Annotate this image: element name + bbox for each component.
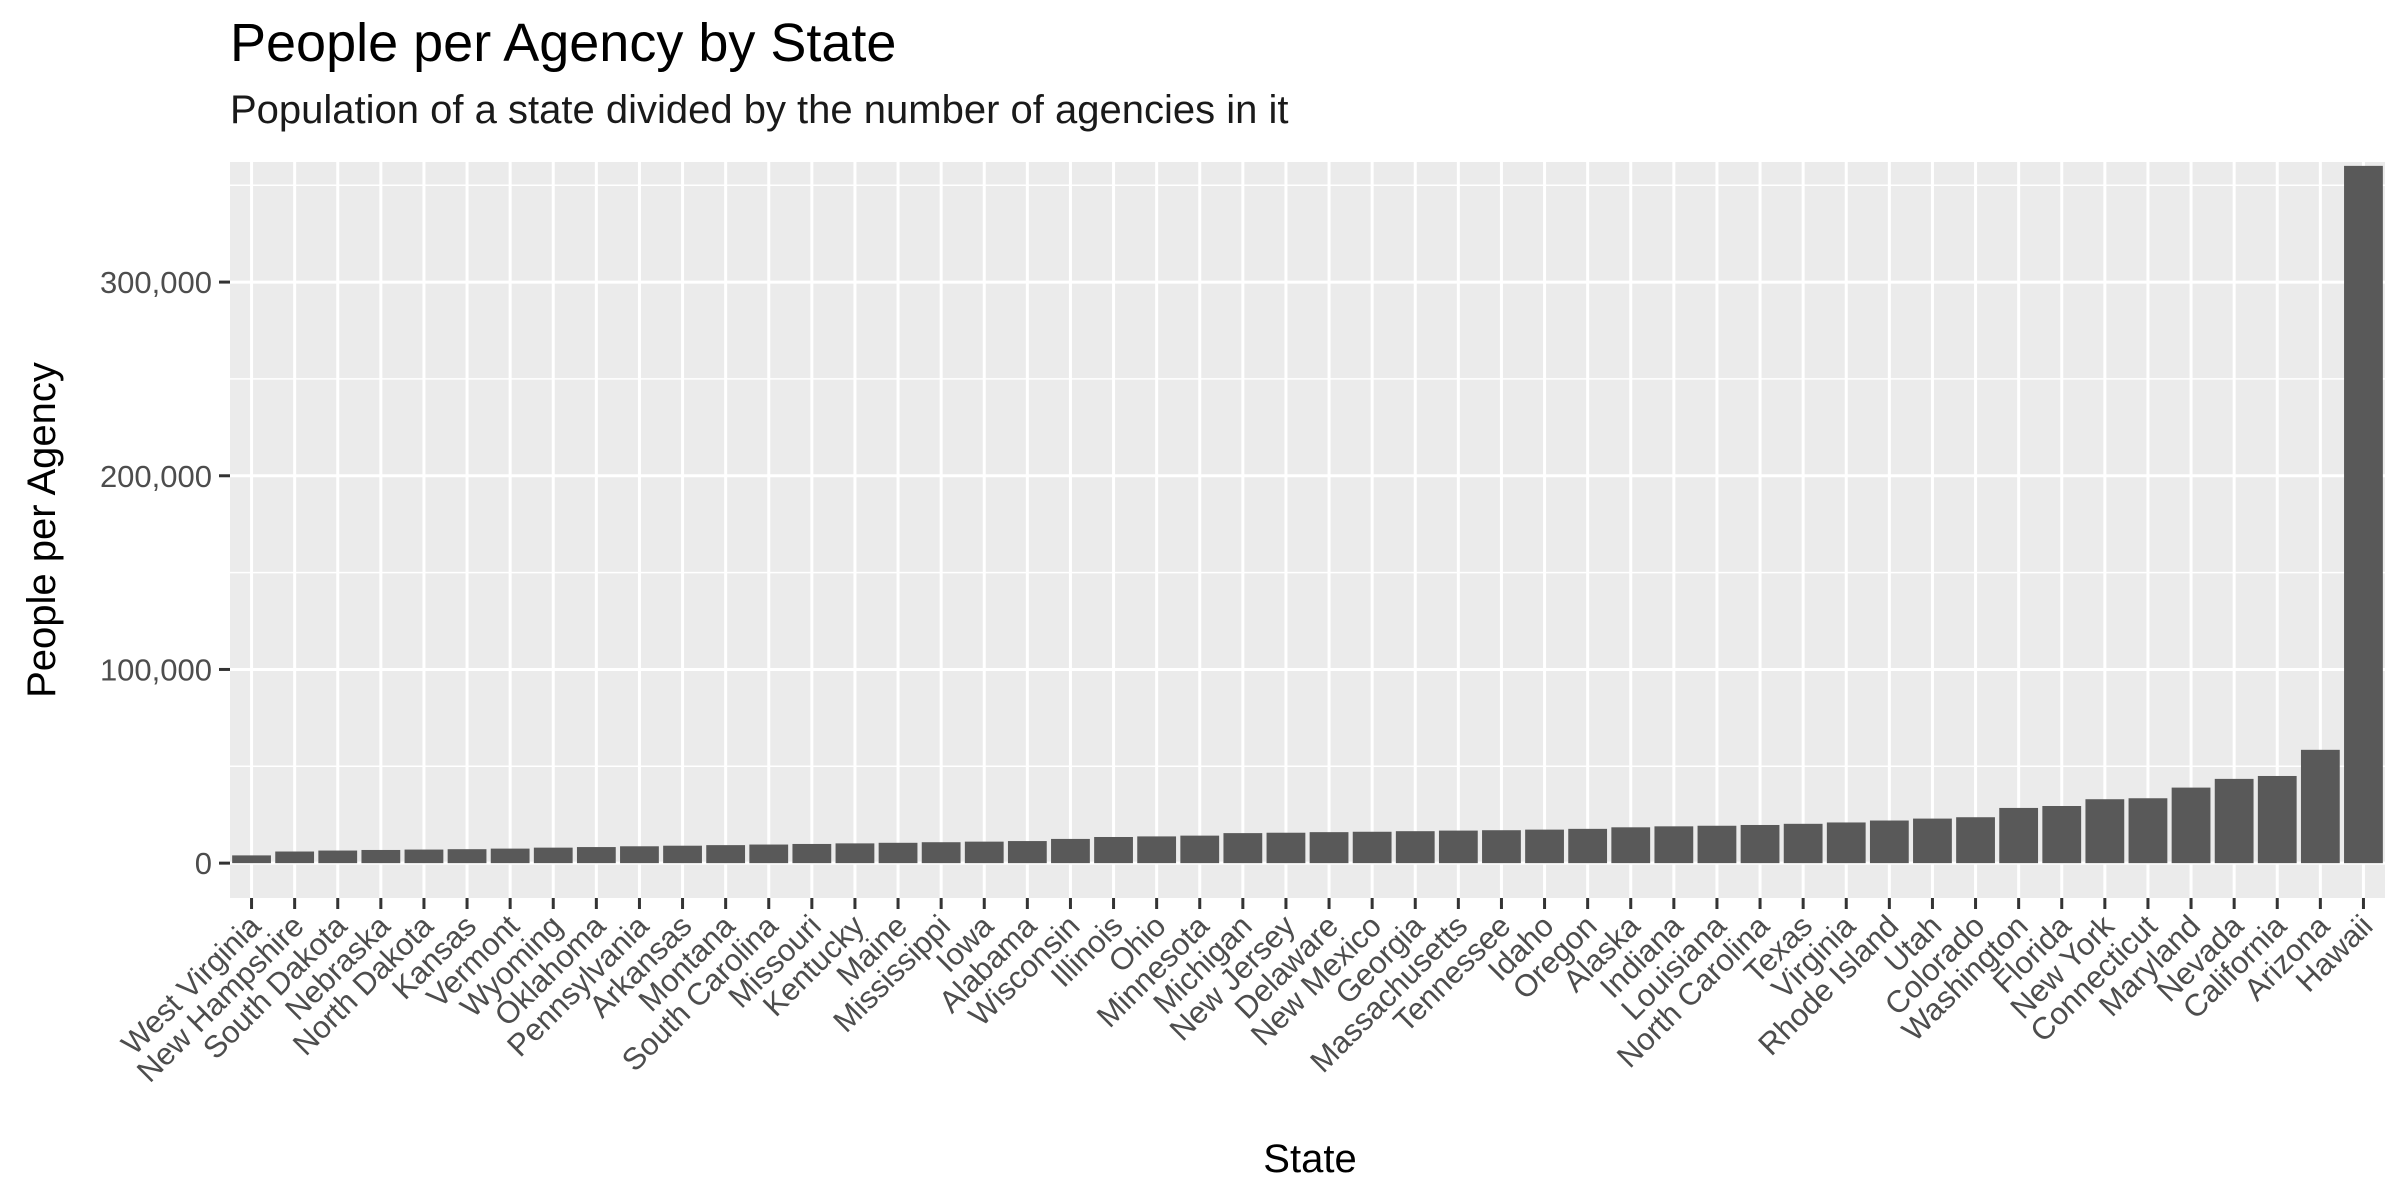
bar: [275, 851, 315, 864]
bar: [1438, 830, 1478, 864]
bar: [318, 850, 358, 864]
bar: [2214, 778, 2254, 864]
bar: [1352, 831, 1392, 864]
bar: [2171, 787, 2211, 864]
y-axis: 0 100,000 200,000 300,000: [100, 265, 230, 881]
bar: [1740, 824, 1780, 864]
bar: [2085, 799, 2125, 864]
x-axis-title: State: [1263, 1137, 1356, 1181]
chart-title: People per Agency by State: [230, 13, 897, 73]
y-tick-label: 0: [195, 846, 212, 881]
bar: [533, 847, 573, 864]
bar: [1051, 838, 1090, 864]
bars: [232, 165, 2383, 864]
y-tick-label: 300,000: [100, 265, 212, 300]
bar: [232, 855, 271, 864]
bar: [2128, 798, 2168, 864]
bar: [1654, 826, 1694, 864]
bar: [749, 844, 789, 864]
y-tick-label: 100,000: [100, 652, 212, 687]
bar: [576, 847, 616, 864]
bar: [1826, 822, 1866, 864]
bar: [2257, 775, 2297, 864]
bar: [1783, 823, 1823, 864]
minor-gridlines: [230, 184, 2385, 768]
bar: [1525, 829, 1564, 864]
chart-subtitle: Population of a state divided by the num…: [230, 88, 1289, 132]
bar: [921, 842, 961, 864]
bar: [1094, 836, 1133, 864]
bar: [2042, 806, 2082, 864]
bar: [1007, 841, 1047, 864]
bar: [1223, 833, 1263, 864]
bar: [706, 845, 746, 864]
bar: [490, 848, 530, 864]
bar: [1611, 827, 1651, 864]
bar: [878, 842, 918, 864]
bar: [1309, 832, 1349, 864]
bar: [1395, 831, 1435, 864]
bar: [835, 843, 875, 864]
bar: [1266, 832, 1306, 864]
bar: [404, 849, 444, 864]
plot-panel: [230, 162, 2385, 898]
bar: [2344, 165, 2383, 864]
bar: [361, 849, 401, 864]
bar: [1568, 828, 1608, 864]
bar: [964, 841, 1004, 864]
bar: [1913, 818, 1952, 864]
bar: [620, 846, 659, 864]
bar: [1869, 820, 1909, 864]
bar: [1482, 830, 1521, 864]
bar: [663, 845, 702, 864]
y-tick-label: 200,000: [100, 459, 212, 494]
bar: [792, 843, 832, 864]
bar: [1999, 807, 2039, 864]
bar: [447, 849, 487, 864]
bar: [1697, 825, 1737, 864]
bar: [1956, 817, 1995, 864]
bar: [1137, 836, 1177, 864]
y-axis-title: People per Agency: [20, 362, 64, 698]
bar: [1180, 835, 1220, 864]
bar: [2300, 749, 2340, 864]
